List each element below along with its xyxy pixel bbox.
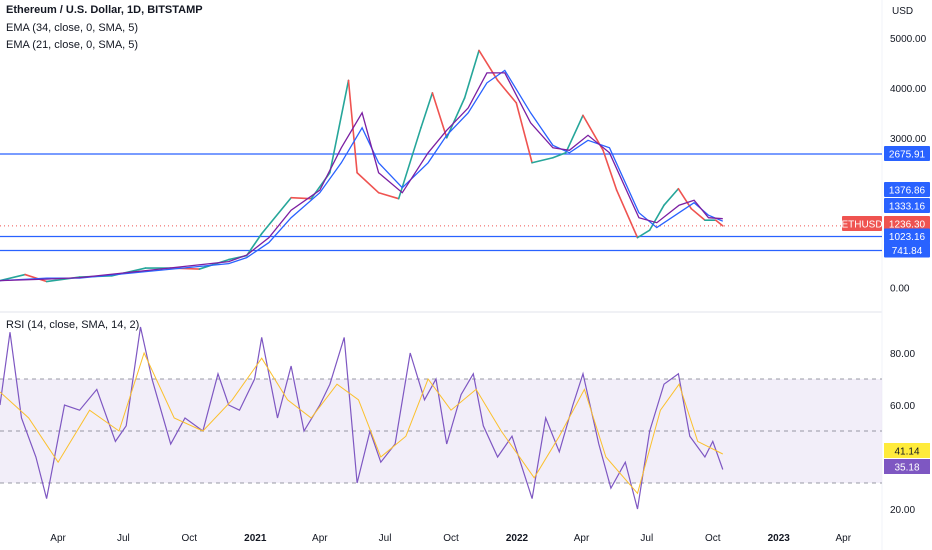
currency-label: USD: [892, 6, 914, 17]
badge-text: 41.14: [894, 447, 919, 458]
price-segment: [636, 229, 651, 239]
badge-bg: [884, 228, 930, 244]
x-tick-label: Oct: [443, 533, 459, 544]
price-segment: [0, 273, 26, 282]
price-segment: [602, 149, 618, 192]
price-segment: [496, 79, 518, 104]
x-tick-label: Jul: [117, 533, 130, 544]
price-label-badge: 1333.16: [884, 198, 930, 213]
badge-text: 1236.30: [889, 220, 926, 231]
price-tick-label: 5000.00: [890, 34, 927, 45]
price-label-badge: 1376.86: [884, 182, 930, 197]
x-tick-label: 2021: [244, 533, 267, 544]
price-segment: [420, 92, 434, 129]
price-segment: [564, 114, 584, 154]
price-segment: [260, 196, 292, 235]
price-label-badge: 1023.16: [884, 228, 930, 244]
price-tick-label: 3000.00: [890, 134, 927, 145]
ema-34-line: [0, 69, 724, 282]
badge-bg: [884, 182, 930, 197]
rsi-value-badge: 35.18: [884, 459, 930, 474]
badge-bg: [884, 198, 930, 213]
badge-text: 1376.86: [889, 186, 926, 197]
badge-text: 35.18: [894, 463, 919, 474]
chart-title: Ethereum / U.S. Dollar, 1D, BITSTAMP: [6, 4, 203, 16]
price-label-badge: 741.84: [884, 242, 930, 258]
x-tick-label: Oct: [705, 533, 721, 544]
rsi-tick-label: 20.00: [890, 505, 915, 516]
x-tick-label: Oct: [182, 533, 198, 544]
price-segment: [714, 219, 724, 227]
price-segment: [431, 92, 448, 139]
badge-text: 1333.16: [889, 202, 926, 213]
price-segment: [531, 156, 554, 164]
ema-21-legend: EMA (21, close, 0, SMA, 5): [6, 39, 139, 51]
rsi-tick-label: 80.00: [890, 349, 915, 360]
x-tick-label: 2022: [506, 533, 529, 544]
price-segment: [245, 232, 263, 257]
price-segment: [356, 171, 380, 194]
price-segment: [377, 191, 400, 200]
badge-text: 1023.16: [889, 232, 926, 243]
x-tick-label: Apr: [50, 533, 66, 544]
badge-bg: [884, 216, 930, 231]
rsi-value-badge: 41.14: [884, 443, 930, 458]
badge-bg: [884, 242, 930, 258]
price-segment: [648, 204, 665, 231]
badge-text: ETHUSD: [841, 220, 882, 231]
price-segment: [463, 49, 480, 99]
rsi-line: [0, 326, 724, 510]
x-tick-label: Jul: [640, 533, 653, 544]
x-tick-label: Apr: [835, 533, 851, 544]
x-tick-label: Apr: [312, 533, 328, 544]
price-segment: [663, 187, 680, 206]
rsi-legend: RSI (14, close, SMA, 14, 2): [6, 319, 140, 331]
price-segment: [347, 79, 358, 174]
price-segment: [615, 189, 639, 239]
badge-bg: [884, 145, 930, 161]
price-segment: [329, 79, 350, 174]
symbol-badge: ETHUSD: [841, 216, 883, 231]
badge-text: 2675.91: [889, 149, 926, 160]
price-label-badge: 2675.91: [884, 145, 930, 161]
price-tick-label: 4000.00: [890, 84, 927, 95]
price-segment: [515, 102, 533, 164]
price-segment: [552, 151, 567, 159]
x-tick-label: 2023: [768, 533, 791, 544]
ema-34-legend: EMA (34, close, 0, SMA, 5): [6, 22, 139, 34]
rsi-tick-label: 60.00: [890, 401, 915, 412]
rsi-ma-line: [0, 351, 724, 495]
x-tick-label: Apr: [574, 533, 590, 544]
ema-21-line: [0, 72, 723, 282]
price-segment: [445, 97, 466, 139]
badge-bg: [842, 216, 882, 231]
price-label-badge: 1236.30: [884, 216, 930, 231]
price-segment: [198, 258, 230, 270]
badge-bg: [884, 443, 930, 458]
x-tick-label: Jul: [379, 533, 392, 544]
price-segment: [690, 207, 706, 221]
price-tick-label: 0.00: [890, 284, 910, 295]
price-segment: [478, 49, 499, 82]
badge-bg: [884, 459, 930, 474]
badge-text: 741.84: [892, 246, 923, 257]
